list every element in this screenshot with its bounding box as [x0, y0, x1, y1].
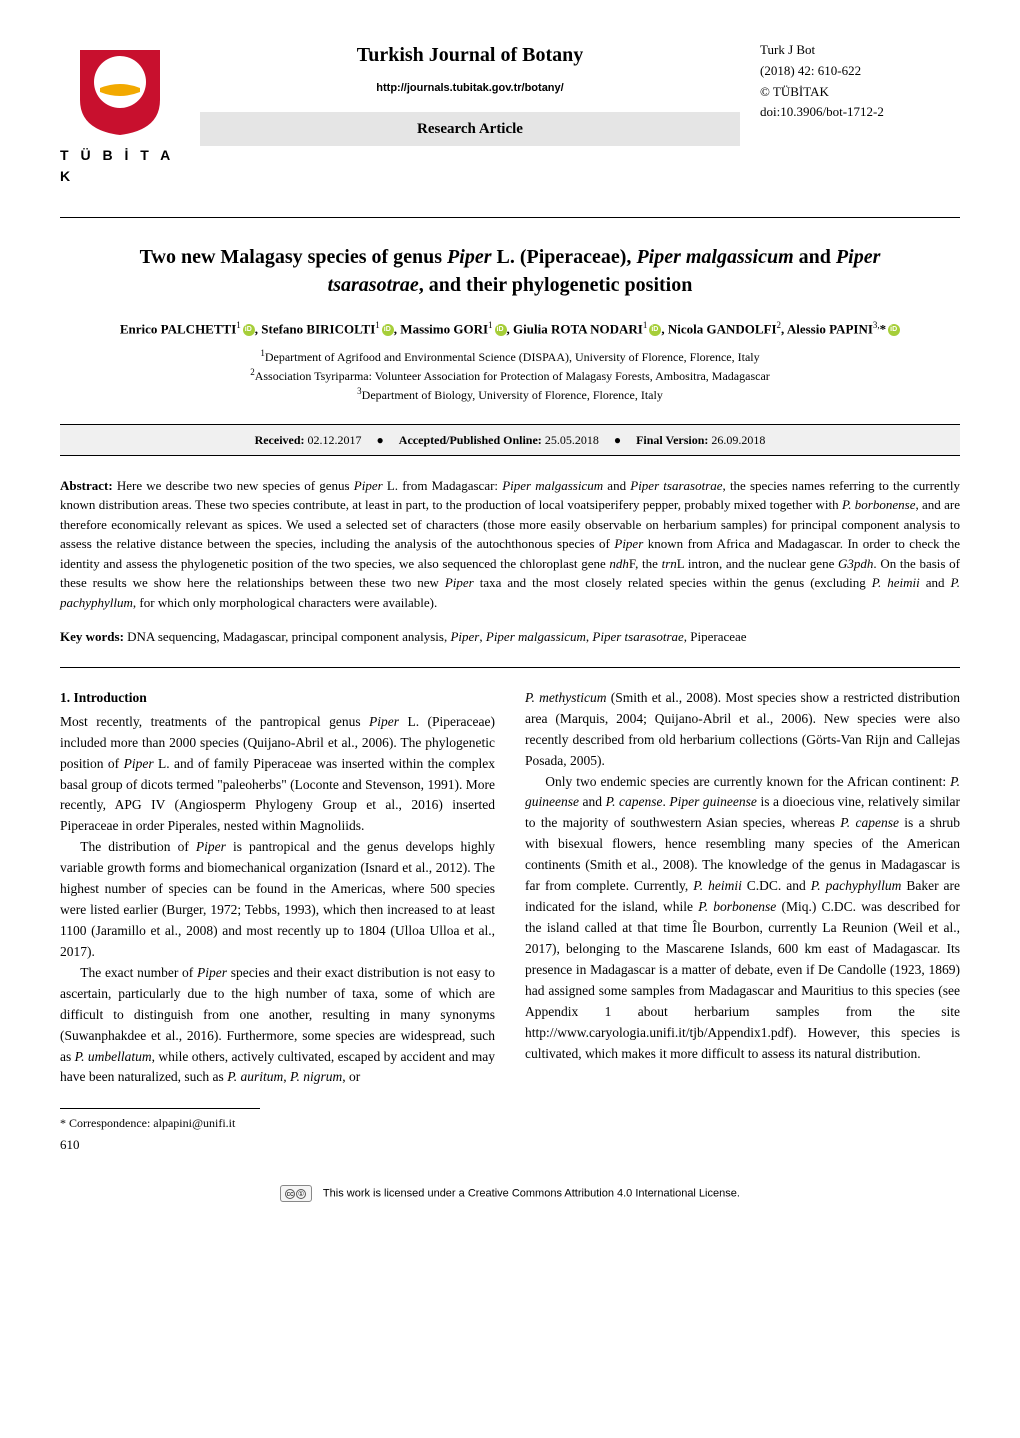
- body-paragraph: Only two endemic species are currently k…: [525, 772, 960, 1065]
- page-number: 610: [60, 1135, 960, 1155]
- journal-name: Turkish Journal of Botany: [200, 40, 740, 70]
- cc-badge-icon: cc①: [280, 1185, 312, 1203]
- orcid-icon[interactable]: [382, 324, 394, 336]
- copyright-line: © TÜBİTAK: [760, 82, 960, 103]
- orcid-icon[interactable]: [649, 324, 661, 336]
- orcid-icon[interactable]: [495, 324, 507, 336]
- author: Giulia ROTA NODARI: [513, 321, 643, 336]
- correspondence: * Correspondence: alpapini@unifi.it: [60, 1114, 960, 1132]
- author: Enrico PALCHETTI: [120, 321, 236, 336]
- citation-line: (2018) 42: 610-622: [760, 61, 960, 82]
- body-paragraph: Most recently, treatments of the pantrop…: [60, 712, 495, 838]
- author: Stefano BIRICOLTI: [261, 321, 375, 336]
- header-center: Turkish Journal of Botany http://journal…: [200, 40, 740, 146]
- header-rule: [60, 217, 960, 218]
- author: Massimo GORI: [400, 321, 488, 336]
- publication-dates: Received: 02.12.2017 ● Accepted/Publishe…: [60, 424, 960, 456]
- doi: doi:10.3906/bot-1712-2: [760, 102, 960, 123]
- body-paragraph: The distribution of Piper is pantropical…: [60, 837, 495, 963]
- page-header: T Ü B İ T A K Turkish Journal of Botany …: [60, 40, 960, 187]
- article-type: Research Article: [200, 112, 740, 147]
- author-list: Enrico PALCHETTI1, Stefano BIRICOLTI1, M…: [60, 319, 960, 339]
- author: Alessio PAPINI: [787, 321, 873, 336]
- publisher-logo: T Ü B İ T A K: [60, 40, 180, 187]
- abstract: Abstract: Here we describe two new speci…: [60, 476, 960, 613]
- body-paragraph: P. methysticum (Smith et al., 2008). Mos…: [525, 688, 960, 772]
- column-right: P. methysticum (Smith et al., 2008). Mos…: [525, 688, 960, 1089]
- keywords: Key words: DNA sequencing, Madagascar, p…: [60, 627, 960, 647]
- orcid-icon[interactable]: [888, 324, 900, 336]
- license-text: This work is licensed under a Creative C…: [323, 1188, 740, 1200]
- footnote-rule: [60, 1108, 260, 1109]
- journal-url[interactable]: http://journals.tubitak.gov.tr/botany/: [200, 80, 740, 97]
- abstract-rule: [60, 667, 960, 668]
- citation-block: Turk J Bot (2018) 42: 610-622 © TÜBİTAK …: [760, 40, 960, 123]
- affiliations: 1Department of Agrifood and Environmenta…: [60, 347, 960, 404]
- publisher-name: T Ü B İ T A K: [60, 145, 180, 187]
- body-paragraph: The exact number of Piper species and th…: [60, 963, 495, 1089]
- column-left: 1. Introduction Most recently, treatment…: [60, 688, 495, 1089]
- body-columns: 1. Introduction Most recently, treatment…: [60, 688, 960, 1089]
- license-bar: cc① This work is licensed under a Creati…: [60, 1185, 960, 1203]
- section-heading: 1. Introduction: [60, 688, 495, 709]
- tubitak-logo-icon: [70, 40, 170, 140]
- author: Nicola GANDOLFI: [668, 321, 777, 336]
- journal-abbrev: Turk J Bot: [760, 40, 960, 61]
- article-title: Two new Malagasy species of genus Piper …: [100, 243, 920, 299]
- orcid-icon[interactable]: [243, 324, 255, 336]
